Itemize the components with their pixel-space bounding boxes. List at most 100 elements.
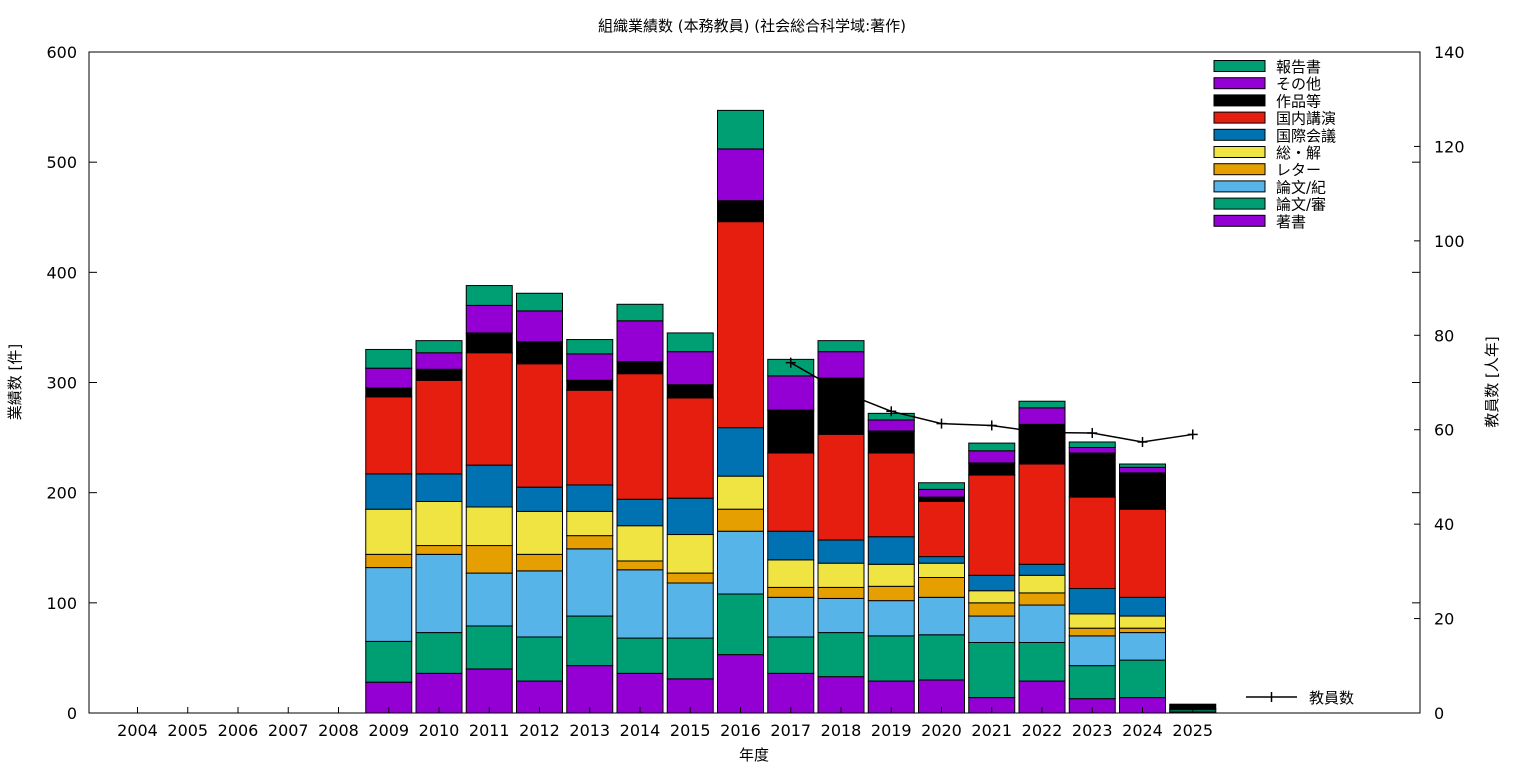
bar-segment-2022-1 (1018, 641, 1066, 682)
bar-segment-2018-1 (817, 632, 865, 678)
legend-label: その他 (1276, 75, 1321, 93)
legend-item-2: 作品等 (1213, 92, 1321, 110)
bar-segment-2016-5 (717, 427, 764, 477)
bar-segment-2017-0 (767, 672, 815, 714)
plot-frame (88, 51, 1421, 714)
bar-segment-2022-6 (1018, 463, 1066, 565)
bar-segment-2019-8 (867, 419, 915, 432)
bar-segment-2018-4 (817, 562, 865, 588)
legend-swatch (1213, 128, 1266, 141)
bar-segment-2011-0 (465, 668, 513, 714)
x-tick-label-2010: 2010 (419, 721, 460, 740)
x-tick-label-2004: 2004 (117, 721, 158, 740)
bar-segment-2017-5 (767, 530, 815, 561)
legend-label: 報告書 (1276, 58, 1321, 76)
bar-segment-2011-1 (465, 625, 513, 670)
x-tick-label-2005: 2005 (167, 721, 208, 740)
legend-item-9: 著書 (1213, 213, 1306, 231)
y-tick-label-500: 500 (46, 153, 77, 172)
bar-segment-2010-1 (415, 632, 463, 674)
bar-segment-2020-8 (918, 488, 965, 498)
legend-item-3: 国内講演 (1213, 110, 1336, 128)
bar-segment-2014-2 (616, 569, 664, 639)
bar-segment-2023-2 (1068, 635, 1116, 667)
bar-segment-2011-7 (465, 332, 513, 354)
legend-item-8: 論文/審 (1213, 196, 1326, 214)
bar-segment-2021-6 (968, 474, 1016, 576)
bar-segment-2017-8 (767, 375, 815, 411)
bar-segment-2012-7 (516, 341, 563, 365)
x-tick-label-2015: 2015 (670, 721, 711, 740)
y2-tick-label-140: 140 (1434, 43, 1465, 62)
bar-segment-2009-8 (365, 367, 413, 389)
legend-swatch (1213, 163, 1266, 176)
bar-segment-2011-6 (465, 352, 513, 466)
bar-segment-2021-3 (968, 602, 1016, 617)
bar-segment-2011-4 (465, 506, 513, 547)
bar-segment-2018-3 (817, 586, 865, 599)
y2-axis-label: 教員数 [人年] (1483, 336, 1501, 427)
faculty-point-2023 (1087, 428, 1098, 439)
legend-swatch (1213, 60, 1266, 72)
bar-segment-2020-7 (918, 496, 965, 502)
bar-segment-2014-7 (616, 361, 664, 375)
bar-segment-2014-5 (616, 498, 664, 527)
x-tick-label-2013: 2013 (569, 721, 610, 740)
bar-segment-2012-6 (516, 363, 563, 488)
x-tick-label-2007: 2007 (268, 721, 309, 740)
x-tick-label-2014: 2014 (620, 721, 661, 740)
legend-label: 論文/審 (1276, 196, 1326, 214)
bar-segment-2013-7 (566, 379, 614, 391)
bar-segment-2013-9 (566, 339, 614, 355)
bar-segment-2009-4 (365, 508, 413, 555)
bar-segment-2024-6 (1119, 508, 1166, 598)
x-tick-label-2018: 2018 (821, 721, 862, 740)
bar-segment-2023-9 (1068, 441, 1116, 448)
legend-swatch (1213, 214, 1266, 227)
bar-segment-2021-4 (968, 590, 1016, 604)
bar-segment-2017-7 (767, 409, 815, 454)
bar-segment-2024-8 (1119, 466, 1166, 474)
bar-segment-2014-1 (616, 637, 664, 674)
bar-segment-2018-8 (817, 351, 865, 379)
bar-segment-2009-3 (365, 553, 413, 569)
bar-segment-2020-3 (918, 576, 965, 598)
bar-segment-2023-3 (1068, 627, 1116, 637)
y2-tick-label-120: 120 (1434, 137, 1465, 156)
bar-segment-2021-5 (968, 574, 1016, 592)
x-tick-label-2008: 2008 (318, 721, 359, 740)
bar-segment-2014-9 (616, 303, 664, 322)
bar-segment-2012-5 (516, 486, 563, 512)
x-tick-label-2019: 2019 (871, 721, 912, 740)
bar-segment-2022-9 (1018, 400, 1066, 409)
y-tick-label-400: 400 (46, 263, 77, 282)
bar-segment-2018-5 (817, 539, 865, 564)
y-axis-label: 業績数 [件] (6, 344, 24, 420)
bar-segment-2011-5 (465, 464, 513, 508)
bar-segment-2013-4 (566, 510, 614, 537)
y-tick-label-100: 100 (46, 594, 77, 613)
bar-segment-2020-6 (918, 500, 965, 558)
bar-segment-2013-5 (566, 484, 614, 512)
bar-segment-2009-9 (365, 348, 413, 369)
bar-segment-2021-9 (968, 442, 1016, 452)
legend-item-6: レター (1213, 161, 1321, 179)
legend-swatch (1213, 111, 1266, 124)
bar-segment-2018-6 (817, 433, 865, 541)
legend-label: 総・解 (1276, 144, 1321, 162)
x-tick-label-2020: 2020 (921, 721, 962, 740)
bar-segment-2016-6 (717, 221, 764, 429)
x-tick-label-2009: 2009 (368, 721, 409, 740)
bar-segment-2018-0 (817, 676, 865, 714)
bar-segment-2011-2 (465, 572, 513, 627)
legend-swatch (1213, 94, 1266, 107)
bar-segment-2024-1 (1119, 659, 1166, 699)
bar-segment-2023-5 (1068, 588, 1116, 615)
x-tick-label-2011: 2011 (469, 721, 510, 740)
bar-segment-2009-6 (365, 396, 413, 475)
legend-item-5: 総・解 (1213, 144, 1321, 162)
bar-segment-2012-8 (516, 310, 563, 343)
bar-segment-2010-5 (415, 473, 463, 502)
bar-segment-2018-9 (817, 340, 865, 353)
